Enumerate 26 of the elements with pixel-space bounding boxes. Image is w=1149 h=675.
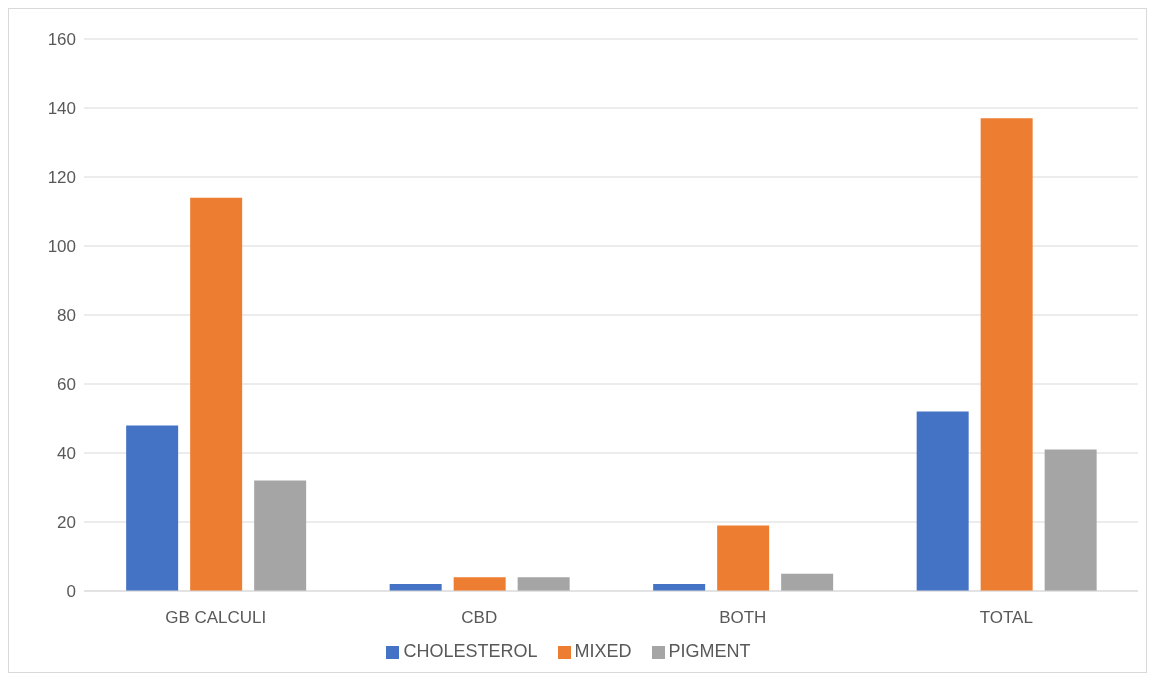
bar bbox=[517, 577, 570, 591]
bar bbox=[781, 573, 834, 591]
bar bbox=[190, 197, 243, 591]
x-tick-label: TOTAL bbox=[979, 608, 1033, 628]
y-tick-label: 40 bbox=[57, 444, 76, 464]
bar bbox=[453, 577, 506, 591]
y-tick-label: 100 bbox=[47, 237, 76, 257]
y-tick-label: 60 bbox=[57, 375, 76, 395]
bar bbox=[980, 118, 1033, 591]
x-tick-label: GB CALCULI bbox=[165, 608, 267, 628]
y-tick-label: 120 bbox=[47, 168, 76, 188]
legend-label: MIXED bbox=[574, 641, 632, 661]
x-tick-label: CBD bbox=[461, 608, 498, 628]
y-tick-label: 0 bbox=[66, 582, 76, 602]
bar bbox=[254, 480, 307, 591]
y-tick-label: 20 bbox=[57, 513, 76, 533]
legend-label: PIGMENT bbox=[668, 641, 751, 661]
y-tick-label: 140 bbox=[47, 99, 76, 119]
bar bbox=[916, 411, 969, 591]
bar bbox=[126, 425, 179, 591]
x-tick-label: BOTH bbox=[719, 608, 767, 628]
y-tick-label: 160 bbox=[47, 30, 76, 50]
legend-label: CHOLESTEROL bbox=[403, 641, 538, 661]
bar bbox=[717, 525, 770, 591]
bar bbox=[1044, 449, 1097, 591]
y-tick-label: 80 bbox=[57, 306, 76, 326]
